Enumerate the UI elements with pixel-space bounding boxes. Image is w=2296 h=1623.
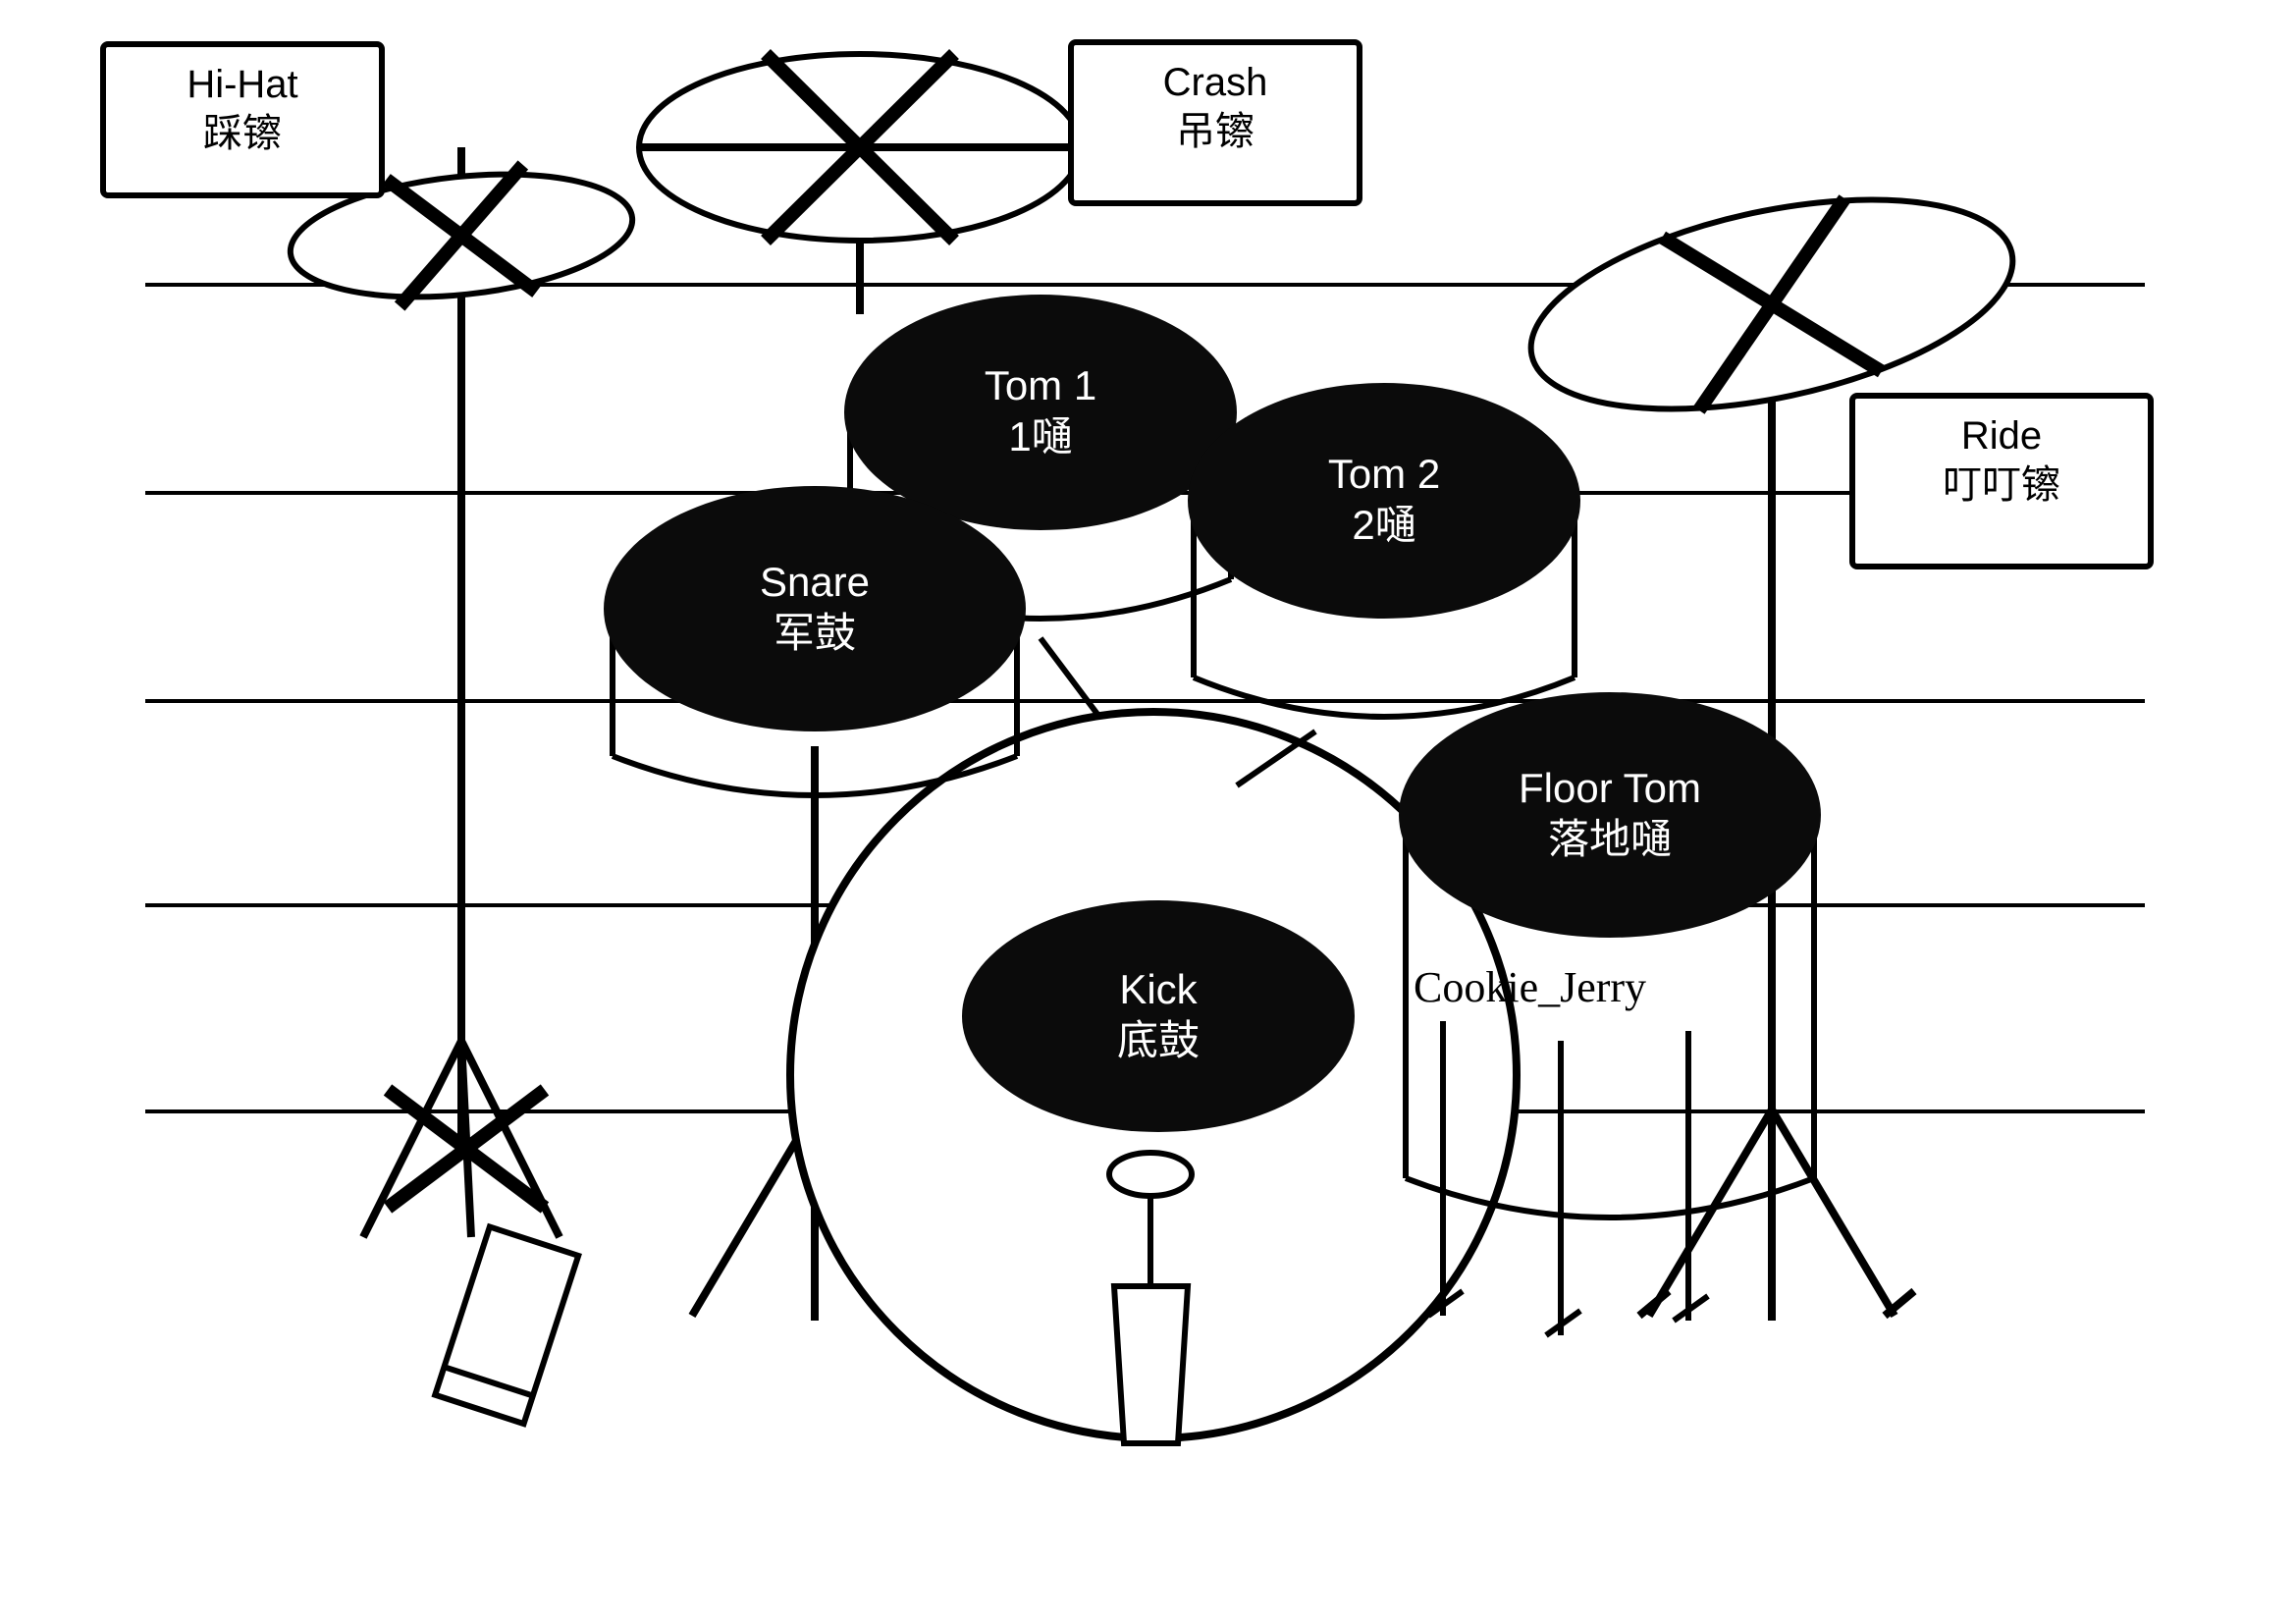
label-hihat-zh: 踩镲 bbox=[124, 108, 361, 159]
label-ride-zh: 叮叮镲 bbox=[1873, 460, 2130, 511]
drum-snare: Snare 军鼓 bbox=[604, 486, 1026, 731]
drum-tom2-en: Tom 2 bbox=[1328, 450, 1440, 499]
drum-kick-zh: 底鼓 bbox=[1117, 1014, 1200, 1068]
drum-tom1-zh: 1嗵 bbox=[1008, 410, 1072, 464]
drum-snare-zh: 军鼓 bbox=[774, 607, 856, 661]
drum-snare-en: Snare bbox=[760, 558, 870, 607]
label-crash-zh: 吊镲 bbox=[1092, 106, 1339, 157]
hihat-stand bbox=[363, 147, 578, 1424]
drum-tom1-en: Tom 1 bbox=[985, 361, 1096, 410]
signature: Cookie_Jerry bbox=[1414, 962, 1646, 1012]
drawing-layer bbox=[0, 0, 2296, 1623]
drum-tom1: Tom 1 1嗵 bbox=[844, 295, 1237, 530]
label-ride: Ride 叮叮镲 bbox=[1849, 393, 2154, 569]
drum-kick-en: Kick bbox=[1119, 965, 1197, 1014]
label-hihat: Hi-Hat 踩镲 bbox=[100, 41, 385, 198]
drum-kick: Kick 底鼓 bbox=[962, 900, 1355, 1132]
drum-floortom-en: Floor Tom bbox=[1519, 764, 1701, 813]
label-crash: Crash 吊镲 bbox=[1068, 39, 1362, 206]
drum-floortom: Floor Tom 落地嗵 bbox=[1399, 692, 1821, 938]
drum-floortom-zh: 落地嗵 bbox=[1548, 813, 1672, 867]
drum-tom2: Tom 2 2嗵 bbox=[1188, 383, 1580, 619]
drum-tom2-zh: 2嗵 bbox=[1352, 499, 1415, 553]
drum-diagram: Hi-Hat 踩镲 Crash 吊镲 Ride 叮叮镲 Tom 1 1嗵 Tom… bbox=[0, 0, 2296, 1623]
label-ride-en: Ride bbox=[1873, 412, 2130, 460]
label-crash-en: Crash bbox=[1092, 59, 1339, 106]
crash-cymbal bbox=[639, 54, 1081, 314]
label-hihat-en: Hi-Hat bbox=[124, 61, 361, 108]
